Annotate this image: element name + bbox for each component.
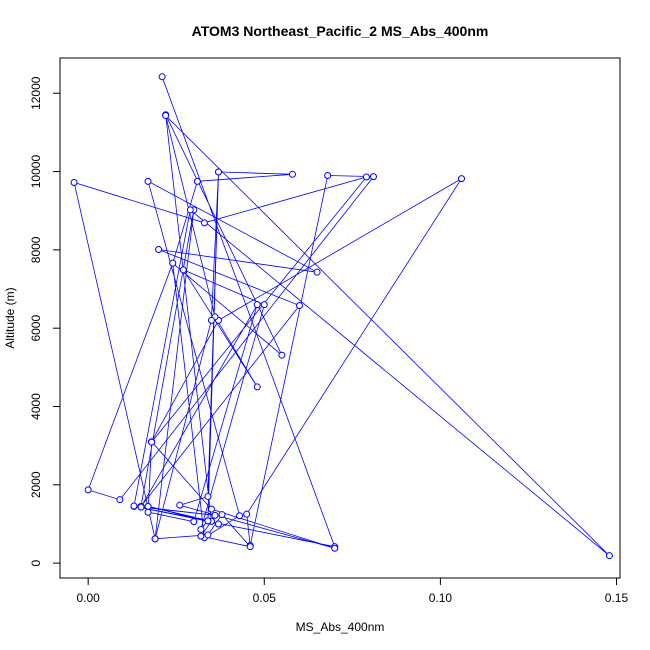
- data-point: [144, 177, 152, 185]
- x-tick-label: 0.10: [429, 591, 453, 605]
- data-point: [84, 486, 92, 494]
- data-point: [214, 520, 222, 528]
- data-point: [253, 383, 261, 391]
- data-point: [162, 112, 170, 120]
- data-point: [253, 301, 261, 309]
- data-point: [214, 168, 222, 176]
- data-point: [218, 511, 226, 519]
- series-points: [70, 73, 613, 560]
- series-lines: [73, 76, 610, 557]
- y-tick-label: 12000: [29, 76, 43, 110]
- data-point: [197, 532, 205, 540]
- data-point: [176, 501, 184, 509]
- y-axis-label: Altitude (m): [3, 287, 17, 348]
- chart-title: ATOM3 Northeast_Pacific_2 MS_Abs_400nm: [192, 23, 489, 39]
- data-point: [151, 535, 159, 543]
- data-point: [169, 259, 177, 267]
- plot-frame: [59, 57, 621, 579]
- data-point: [324, 171, 332, 179]
- data-point: [130, 502, 138, 510]
- data-point: [605, 552, 613, 560]
- data-point: [137, 503, 145, 511]
- data-point: [116, 496, 124, 504]
- series-line: [73, 76, 610, 557]
- data-point: [243, 510, 251, 518]
- data-point: [207, 505, 215, 513]
- y-tick-label: 4000: [29, 393, 43, 420]
- data-point: [200, 219, 208, 227]
- y-tick-label: 6000: [29, 315, 43, 342]
- data-point: [70, 179, 78, 187]
- data-point: [236, 512, 244, 520]
- data-point: [369, 173, 377, 181]
- data-point: [155, 245, 163, 253]
- data-point: [204, 517, 212, 525]
- x-tick-label: 0.00: [76, 591, 100, 605]
- data-point: [313, 268, 321, 276]
- data-point: [260, 301, 268, 309]
- x-axis-label: MS_Abs_400nm: [296, 620, 385, 634]
- data-point: [362, 173, 370, 181]
- x-tick-label: 0.15: [605, 591, 629, 605]
- x-axis: 0.00 0.05 0.10 0.15: [76, 577, 629, 605]
- y-tick-label: 2000: [29, 471, 43, 498]
- data-point: [207, 316, 215, 324]
- data-point: [193, 177, 201, 185]
- data-point: [458, 175, 466, 183]
- data-point: [295, 301, 303, 309]
- data-point: [246, 543, 254, 551]
- data-point: [186, 206, 194, 214]
- data-point: [158, 73, 166, 81]
- y-tick-label: 0: [29, 559, 43, 566]
- data-point: [144, 508, 152, 516]
- data-point: [179, 266, 187, 274]
- data-point: [148, 438, 156, 446]
- x-tick-label: 0.05: [253, 591, 277, 605]
- y-tick-label: 8000: [29, 236, 43, 263]
- y-axis: 0 2000 4000 6000 8000 10000 12000: [29, 76, 61, 566]
- y-tick-label: 10000: [29, 155, 43, 189]
- data-point: [197, 525, 205, 533]
- data-point: [204, 531, 212, 539]
- data-point: [144, 502, 152, 510]
- data-point: [211, 511, 219, 519]
- data-point: [288, 170, 296, 178]
- data-point: [331, 544, 339, 552]
- data-point: [278, 351, 286, 359]
- data-point: [204, 493, 212, 501]
- data-point: [190, 518, 198, 526]
